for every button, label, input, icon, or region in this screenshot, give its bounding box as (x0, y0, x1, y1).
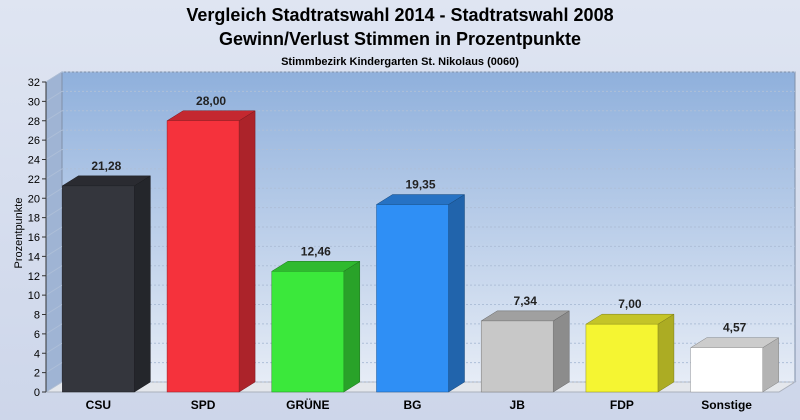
bar-front (480, 320, 554, 393)
y-tick-label: 0 (34, 387, 40, 399)
gridline-side (45, 71, 63, 83)
bar-front (585, 323, 659, 393)
gridline-side (45, 342, 63, 354)
bar-side (448, 194, 465, 393)
bar-side (657, 313, 675, 393)
y-tick-label: 20 (28, 193, 40, 205)
bar-side (552, 310, 570, 393)
gridline-side (45, 168, 63, 180)
gridline-side (45, 226, 63, 238)
bar-top (375, 194, 466, 205)
y-axis-label: Prozentpunkte (13, 198, 25, 269)
y-tick-label: 8 (34, 310, 40, 322)
value-label: 4,57 (723, 321, 747, 335)
bar-grüne (270, 260, 361, 393)
bar-front (376, 204, 449, 393)
y-tick-label: 28 (28, 116, 40, 128)
gridline-side (45, 149, 63, 160)
y-tick-label: 16 (28, 232, 40, 244)
gridline-side (45, 110, 63, 122)
gridline-side (45, 323, 63, 335)
value-label: 7,34 (514, 294, 538, 308)
bar-top (61, 175, 152, 187)
y-tick-label: 18 (28, 213, 40, 225)
y-tick-label: 14 (28, 251, 40, 263)
bar-side (134, 175, 151, 393)
bar-top (689, 337, 780, 348)
bars: 21,28 CSU 28,00 SPD 12,46 GRÜNE 19,35 BG 7,34 JB 7… (61, 94, 780, 412)
y-tick-label: 12 (28, 271, 40, 283)
y-tick-label: 30 (28, 96, 40, 108)
gridline-side (45, 207, 63, 219)
x-tick-label: JB (510, 398, 526, 412)
y-tick-label: 10 (28, 290, 40, 302)
value-label: 7,00 (618, 297, 642, 311)
y-tick-label: 26 (28, 135, 40, 147)
x-tick-label: GRÜNE (286, 397, 329, 412)
bar-bg (375, 194, 466, 393)
chart-subtitle: Gewinn/Verlust Stimmen in Prozentpunkte (219, 29, 581, 49)
gridline-side (45, 129, 63, 141)
value-label: 21,28 (91, 159, 121, 173)
gridline-side (45, 284, 63, 296)
bar-front (62, 185, 135, 393)
x-tick-label: FDP (610, 398, 634, 412)
y-tick-label: 4 (34, 348, 40, 360)
value-label: 12,46 (301, 244, 331, 258)
x-tick-label: CSU (86, 398, 111, 412)
bar-front (271, 271, 345, 393)
y-tick-label: 24 (28, 155, 40, 167)
gridline-side (45, 362, 63, 374)
bar-csu (61, 175, 152, 393)
bar-jb (480, 310, 571, 393)
bar-top (166, 110, 256, 121)
bar-sonstige (689, 337, 780, 393)
bar-top (585, 313, 675, 325)
bar-side (238, 110, 256, 393)
gridline-side (45, 381, 63, 393)
bar-top (270, 261, 361, 272)
gridline-side (45, 304, 63, 315)
x-tick-label: SPD (191, 398, 216, 412)
chart-title: Vergleich Stadtratswahl 2014 - Stadtrats… (186, 5, 613, 25)
x-tick-label: Sonstige (701, 398, 752, 412)
bar-front (166, 120, 240, 393)
value-label: 19,35 (405, 178, 435, 192)
y-tick-label: 2 (34, 368, 40, 380)
bar-spd (166, 110, 256, 393)
gridline-side (45, 187, 63, 199)
y-tick-label: 22 (28, 174, 40, 186)
bar-top (480, 310, 571, 322)
value-label: 28,00 (196, 94, 226, 108)
bar-fdp (585, 313, 675, 393)
gridline-side (45, 245, 63, 257)
y-tick-label: 6 (34, 329, 40, 341)
chart-subsubtitle: Stimmbezirk Kindergarten St. Nikolaus (0… (281, 56, 519, 68)
bar-side (343, 260, 361, 393)
x-tick-label: BG (404, 398, 422, 412)
y-tick-label: 32 (28, 77, 40, 89)
gridline-side (45, 90, 63, 102)
gridline-side (45, 265, 63, 277)
bar-front (690, 347, 763, 393)
